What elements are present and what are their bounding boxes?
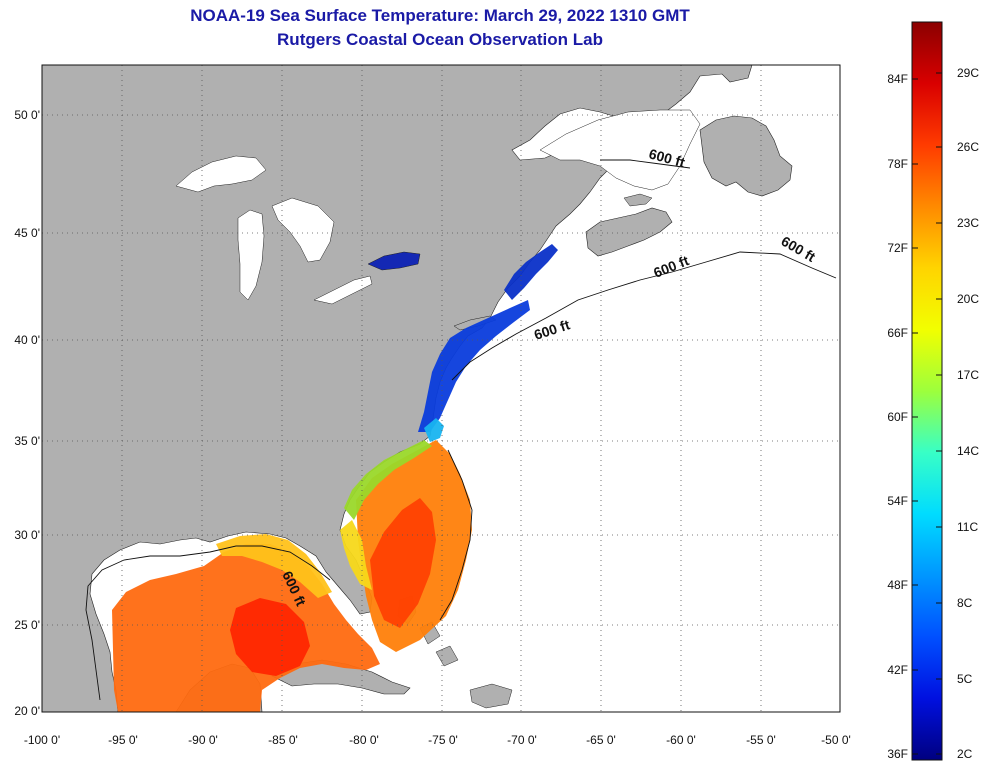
- lake-ontario: [367, 251, 421, 271]
- lake-huron: [271, 197, 335, 263]
- lon-tick-85: -85 0': [268, 733, 298, 747]
- colorbar-label-29c: 29C: [957, 66, 980, 80]
- sst-gulf-stream-core: [370, 498, 436, 628]
- lake-erie: [313, 275, 373, 305]
- sst-mid-atlantic-cold: [418, 300, 530, 432]
- colorbar-label-14c: 14C: [957, 444, 980, 458]
- lon-tick-65: -65 0': [586, 733, 616, 747]
- colorbar-label-2c: 2C: [957, 747, 973, 761]
- lat-tick-45: 45 0': [14, 226, 40, 240]
- colorbar-label-42f: 42F: [887, 663, 908, 677]
- lat-tick-50: 50 0': [14, 108, 40, 122]
- sst-gulf-north-shelf: [216, 534, 332, 598]
- colorbar-label-8c: 8C: [957, 596, 973, 610]
- lon-tick-80: -80 0': [349, 733, 379, 747]
- lake-superior: [175, 155, 267, 193]
- sst-carolina-shelf: [344, 440, 432, 520]
- grid-lines: [42, 65, 840, 712]
- colorbar-label-26c: 26C: [957, 140, 980, 154]
- colorbar-label-17c: 17C: [957, 368, 980, 382]
- hispaniola-land: [469, 683, 513, 709]
- sst-gulf-warm-core: [230, 598, 310, 676]
- lat-tick-25: 25 0': [14, 618, 40, 632]
- pei-land: [623, 193, 653, 207]
- colorbar-label-84f: 84F: [887, 72, 908, 86]
- colorbar-label-66f: 66F: [887, 326, 908, 340]
- isobath-600ft: [85, 159, 837, 701]
- lon-tick-90: -90 0': [188, 733, 218, 747]
- map-subtitle: Rutgers Coastal Ocean Observation Lab: [277, 30, 603, 49]
- colorbar-label-36f: 36F: [887, 747, 908, 761]
- lon-tick-95: -95 0': [108, 733, 138, 747]
- colorbar-label-11c: 11C: [957, 520, 979, 534]
- colorbar-label-72f: 72F: [887, 241, 908, 255]
- lat-tick-30: 30 0': [14, 528, 40, 542]
- colorbar-label-78f: 78F: [887, 157, 908, 171]
- lon-tick-50: -50 0': [821, 733, 851, 747]
- sst-gulf-of-maine-cold: [504, 244, 558, 300]
- lat-tick-35: 35 0': [14, 434, 40, 448]
- lon-tick-70: -70 0': [507, 733, 537, 747]
- lake-michigan: [237, 209, 265, 301]
- colorbar: [911, 21, 943, 761]
- map-frame: [41, 64, 841, 713]
- lon-tick-60: -60 0': [666, 733, 696, 747]
- sst-southeast-shelf: [340, 520, 372, 590]
- lon-tick-75: -75 0': [428, 733, 458, 747]
- lon-tick-100: -100 0': [23, 733, 61, 747]
- lat-tick-20: 20 0': [14, 704, 40, 718]
- colorbar-label-20c: 20C: [957, 292, 980, 306]
- colorbar-label-60f: 60F: [887, 410, 908, 424]
- colorbar-ticks: [912, 72, 942, 755]
- newfoundland-land: [699, 115, 793, 197]
- colorbar-label-54f: 54F: [887, 494, 908, 508]
- nova-scotia-land: [585, 207, 673, 257]
- colorbar-label-48f: 48F: [887, 578, 908, 592]
- lat-tick-40: 40 0': [14, 333, 40, 347]
- lon-tick-55: -55 0': [746, 733, 776, 747]
- sst-hatteras-cyan: [424, 418, 444, 442]
- colorbar-label-23c: 23C: [957, 216, 980, 230]
- colorbar-label-5c: 5C: [957, 672, 973, 686]
- map-title: NOAA-19 Sea Surface Temperature: March 2…: [190, 6, 690, 25]
